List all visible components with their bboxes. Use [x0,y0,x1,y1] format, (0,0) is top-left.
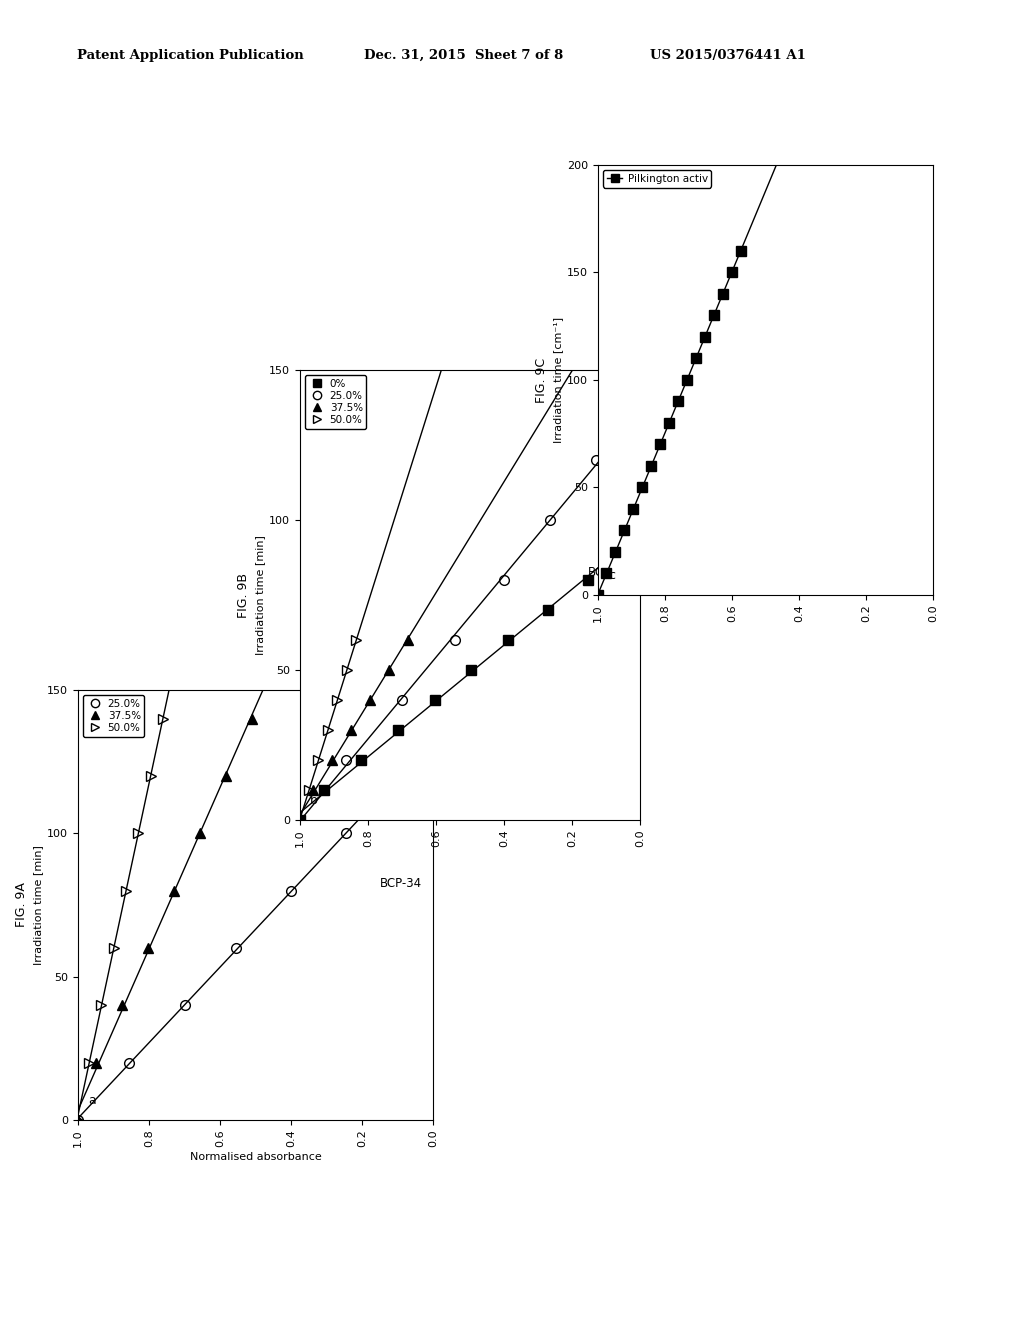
25.0% [498,572,510,587]
50.0% [341,663,353,678]
Pilkington activ [734,243,746,259]
Pilkington activ [698,329,711,345]
Legend: 0%, 25.0%, 37.5%, 50.0%: 0%, 25.0%, 37.5%, 50.0% [305,375,367,429]
25.0% [544,512,556,528]
50.0% [294,812,306,828]
37.5% [326,752,338,768]
25.0% [340,752,352,768]
Pilkington activ [600,565,612,581]
37.5% [219,768,231,784]
Pilkington activ [592,587,604,603]
0% [355,752,368,768]
50.0% [322,722,334,738]
37.5% [345,722,357,738]
50.0% [331,692,343,708]
Pilkington activ [708,308,720,323]
0% [392,722,404,738]
25.0% [449,632,461,648]
37.5% [383,663,395,678]
Pilkington activ [663,414,675,430]
X-axis label: Normalised absorbance: Normalised absorbance [189,1151,322,1162]
0% [502,632,514,648]
25.0% [340,825,352,841]
25.0% [294,812,306,828]
Text: FIG. 9B: FIG. 9B [238,573,250,618]
25.0% [123,1055,135,1071]
Legend: Pilkington activ: Pilkington activ [603,170,712,187]
50.0% [95,998,108,1014]
37.5% [307,781,319,797]
Pilkington activ [618,523,631,539]
25.0% [285,883,297,899]
50.0% [120,883,132,899]
Pilkington activ [690,351,702,367]
25.0% [590,451,602,467]
Pilkington activ [645,458,657,474]
Legend: 25.0%, 37.5%, 50.0%: 25.0%, 37.5%, 50.0% [83,696,144,737]
37.5% [294,812,306,828]
Text: Patent Application Publication: Patent Application Publication [77,49,303,62]
Line: Pilkington activ: Pilkington activ [593,246,745,599]
Line: 37.5%: 37.5% [295,635,413,825]
0% [294,812,306,828]
Line: 50.0%: 50.0% [295,635,361,825]
Y-axis label: Irradiation time [min]: Irradiation time [min] [255,535,265,655]
50.0% [312,752,325,768]
37.5% [90,1055,102,1071]
25.0% [229,940,242,956]
37.5% [117,998,129,1014]
Text: BCP-34: BCP-34 [380,876,422,890]
Line: 25.0%: 25.0% [295,455,601,825]
25.0% [395,768,408,784]
Line: 37.5%: 37.5% [73,714,256,1125]
Pilkington activ [627,502,639,517]
50.0% [72,1111,84,1127]
Line: 50.0%: 50.0% [73,714,168,1125]
Line: 25.0%: 25.0% [73,771,406,1125]
37.5% [402,632,415,648]
Text: a: a [89,1094,96,1107]
37.5% [246,710,258,726]
Pilkington activ [681,372,693,388]
Y-axis label: Irradiation time [min]: Irradiation time [min] [33,845,43,965]
37.5% [168,883,180,899]
Pilkington activ [717,286,729,302]
Line: 0%: 0% [295,576,593,825]
37.5% [364,692,376,708]
25.0% [178,998,190,1014]
Pilkington activ [636,479,648,495]
37.5% [72,1111,84,1127]
0% [428,692,440,708]
50.0% [108,940,120,956]
0% [318,781,331,797]
25.0% [396,692,409,708]
0% [465,663,477,678]
Pilkington activ [609,544,622,560]
50.0% [350,632,362,648]
Pilkington activ [726,264,738,280]
50.0% [144,768,157,784]
Text: b: b [310,793,318,807]
50.0% [132,825,144,841]
0% [583,572,595,587]
50.0% [303,781,315,797]
50.0% [83,1055,95,1071]
Text: FIG. 9A: FIG. 9A [15,883,29,928]
50.0% [157,710,169,726]
25.0% [72,1111,84,1127]
37.5% [142,940,155,956]
Y-axis label: Irradiation time [cm⁻¹]: Irradiation time [cm⁻¹] [553,317,563,444]
0% [542,602,554,618]
Text: c: c [608,569,615,582]
Pilkington activ [654,437,667,453]
37.5% [194,825,206,841]
Text: FIG. 9C: FIG. 9C [536,358,548,403]
Text: BCP-92: BCP-92 [588,566,630,579]
Text: Dec. 31, 2015  Sheet 7 of 8: Dec. 31, 2015 Sheet 7 of 8 [364,49,563,62]
Pilkington activ [672,393,684,409]
Text: US 2015/0376441 A1: US 2015/0376441 A1 [650,49,806,62]
